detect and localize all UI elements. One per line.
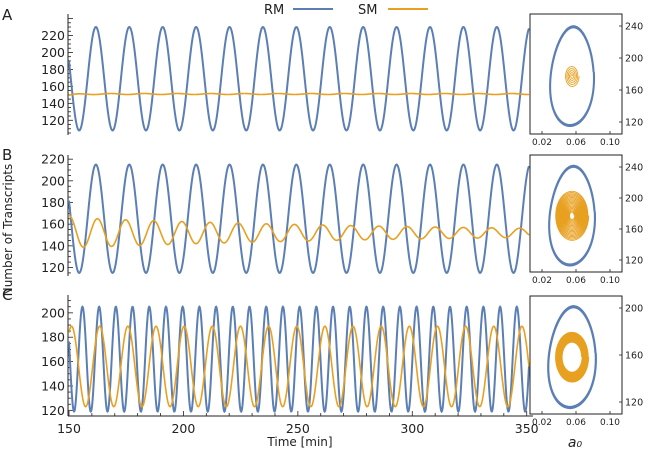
phase-y-tick-label: 120 bbox=[625, 398, 643, 409]
legend-label-sm: SM bbox=[358, 3, 377, 18]
phase-x-tick-label: 0.06 bbox=[566, 418, 586, 428]
legend: RM SM bbox=[264, 3, 428, 18]
x-tick-label: 300 bbox=[400, 421, 424, 436]
phase-trajectory-rm bbox=[549, 25, 596, 128]
phase-trajectory-rm bbox=[548, 164, 597, 267]
y-tick-label: 220 bbox=[41, 28, 65, 43]
panel-C: C 120 140 160 180 200 150 200 250 300 350 120 160 200… bbox=[2, 286, 643, 436]
x-tick-label: 150 bbox=[57, 421, 81, 436]
phase-trajectory-sm bbox=[565, 66, 580, 87]
series-line-rm bbox=[68, 25, 530, 132]
series-line-sm bbox=[68, 214, 530, 248]
y-tick-label: 180 bbox=[41, 62, 65, 77]
phase-plot-frame bbox=[529, 295, 623, 415]
series-line-sm bbox=[68, 325, 530, 408]
panel-B: B 120 140 160 180 200 220 120 160 200 240 0.02 0.06 0… bbox=[2, 146, 643, 286]
y-tick-label: 120 bbox=[41, 260, 65, 275]
x-axis-title: Time [min] bbox=[266, 435, 332, 449]
phase-x-tick-label: 0.10 bbox=[600, 418, 620, 428]
y-tick-label: 200 bbox=[41, 45, 65, 60]
phase-y-tick-label: 120 bbox=[625, 118, 643, 129]
phase-trajectory-sm bbox=[555, 190, 590, 241]
x-tick-label: 200 bbox=[171, 421, 195, 436]
panel-letter-A: A bbox=[2, 6, 13, 24]
panel-letter-C: C bbox=[2, 286, 12, 304]
phase-y-tick-label: 240 bbox=[625, 22, 643, 33]
series-line-rm bbox=[68, 305, 530, 414]
y-tick-label: 200 bbox=[41, 173, 65, 188]
y-tick-label: 160 bbox=[41, 354, 65, 369]
phase-x-tick-label: 0.02 bbox=[532, 418, 552, 428]
phase-x-tick-label: 0.02 bbox=[532, 276, 552, 286]
y-tick-label: 140 bbox=[41, 96, 65, 111]
y-tick-label: 200 bbox=[41, 305, 65, 320]
phase-y-tick-label: 160 bbox=[625, 225, 643, 236]
y-tick-label: 140 bbox=[41, 238, 65, 253]
phase-y-tick-label: 200 bbox=[625, 194, 643, 205]
phase-y-tick-label: 200 bbox=[625, 304, 643, 315]
phase-y-tick-label: 160 bbox=[625, 351, 643, 362]
phase-y-tick-label: 200 bbox=[625, 54, 643, 65]
y-tick-label: 120 bbox=[41, 403, 65, 418]
x-tick-label: 250 bbox=[286, 421, 310, 436]
y-tick-label: 140 bbox=[41, 378, 65, 393]
phase-trajectory-rm bbox=[547, 305, 597, 410]
phase-x-tick-label: 0.06 bbox=[566, 138, 586, 148]
y-tick-label: 220 bbox=[41, 152, 65, 167]
phase-y-tick-label: 240 bbox=[625, 163, 643, 174]
y-axis-title: Number of Transcripts bbox=[1, 164, 15, 297]
phase-x-tick-label: 0.06 bbox=[566, 276, 586, 286]
y-tick-label: 180 bbox=[41, 195, 65, 210]
phase-trajectory-sm bbox=[555, 331, 590, 383]
phase-x-tick-label: 0.10 bbox=[600, 276, 620, 286]
panel-A: A 120 140 160 180 200 220 120 160 200 240 0.02 0.06 0… bbox=[2, 6, 643, 148]
phase-x-axis-title: a₀ bbox=[568, 435, 583, 451]
series-line-sm bbox=[68, 92, 529, 97]
y-tick-label: 180 bbox=[41, 330, 65, 345]
x-tick-label: 350 bbox=[515, 421, 539, 436]
y-tick-label: 160 bbox=[41, 79, 65, 94]
y-tick-label: 120 bbox=[41, 113, 65, 128]
panel-letter-B: B bbox=[2, 146, 12, 164]
series-line-rm bbox=[68, 163, 530, 274]
phase-x-tick-label: 0.10 bbox=[600, 138, 620, 148]
panels: A 120 140 160 180 200 220 120 160 200 240 0.02 0.06 0… bbox=[2, 6, 643, 436]
y-tick-label: 160 bbox=[41, 217, 65, 232]
phase-y-tick-label: 160 bbox=[625, 86, 643, 97]
phase-y-tick-label: 120 bbox=[625, 256, 643, 267]
legend-label-rm: RM bbox=[264, 3, 284, 18]
phase-x-tick-label: 0.02 bbox=[532, 138, 552, 148]
